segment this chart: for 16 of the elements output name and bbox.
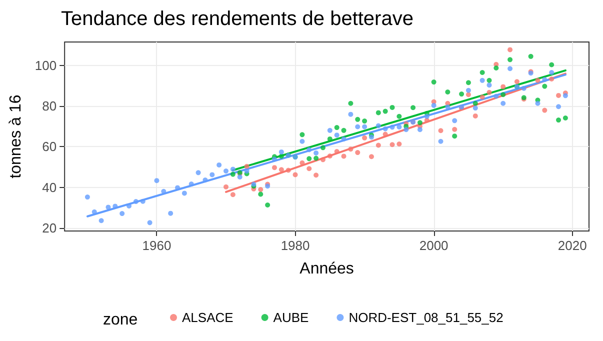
y-axis-title: tonnes à 16 bbox=[8, 94, 24, 178]
x-axis-title: Années bbox=[300, 260, 354, 278]
x-tick-label: 2020 bbox=[558, 238, 587, 253]
y-tick-label: 60 bbox=[42, 139, 57, 154]
legend-label: AUBE bbox=[273, 310, 310, 325]
legend-title: zone bbox=[103, 312, 138, 328]
chart-title: Tendance des rendements de betterave bbox=[61, 8, 414, 30]
x-tick-label: 1960 bbox=[142, 238, 172, 253]
legend-label: NORD-EST_08_51_55_52 bbox=[348, 310, 504, 325]
y-tick-label: 20 bbox=[42, 220, 57, 236]
y-tick-label: 80 bbox=[42, 98, 57, 114]
x-tick-label: 2000 bbox=[419, 238, 448, 253]
y-tick-label: 100 bbox=[34, 58, 57, 73]
x-tick-label: 1980 bbox=[280, 238, 310, 253]
legend-label: ALSACE bbox=[182, 310, 234, 325]
y-tick-label: 40 bbox=[42, 180, 57, 195]
